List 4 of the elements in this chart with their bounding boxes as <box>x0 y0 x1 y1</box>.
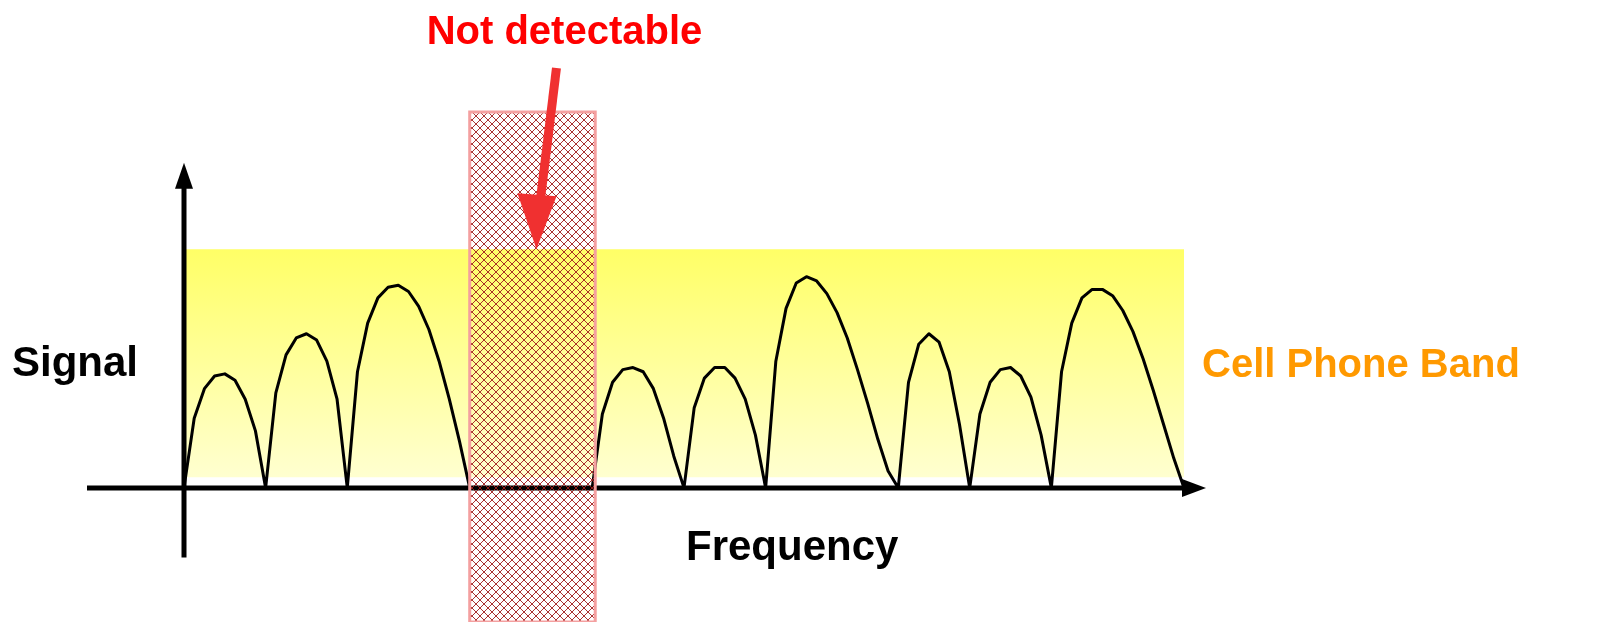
x-axis-title: Frequency <box>686 521 900 569</box>
text: Not detectable <box>426 8 703 52</box>
band-label: Cell Phone Band <box>1202 341 1520 386</box>
y-axis-title: Signal <box>12 337 139 385</box>
